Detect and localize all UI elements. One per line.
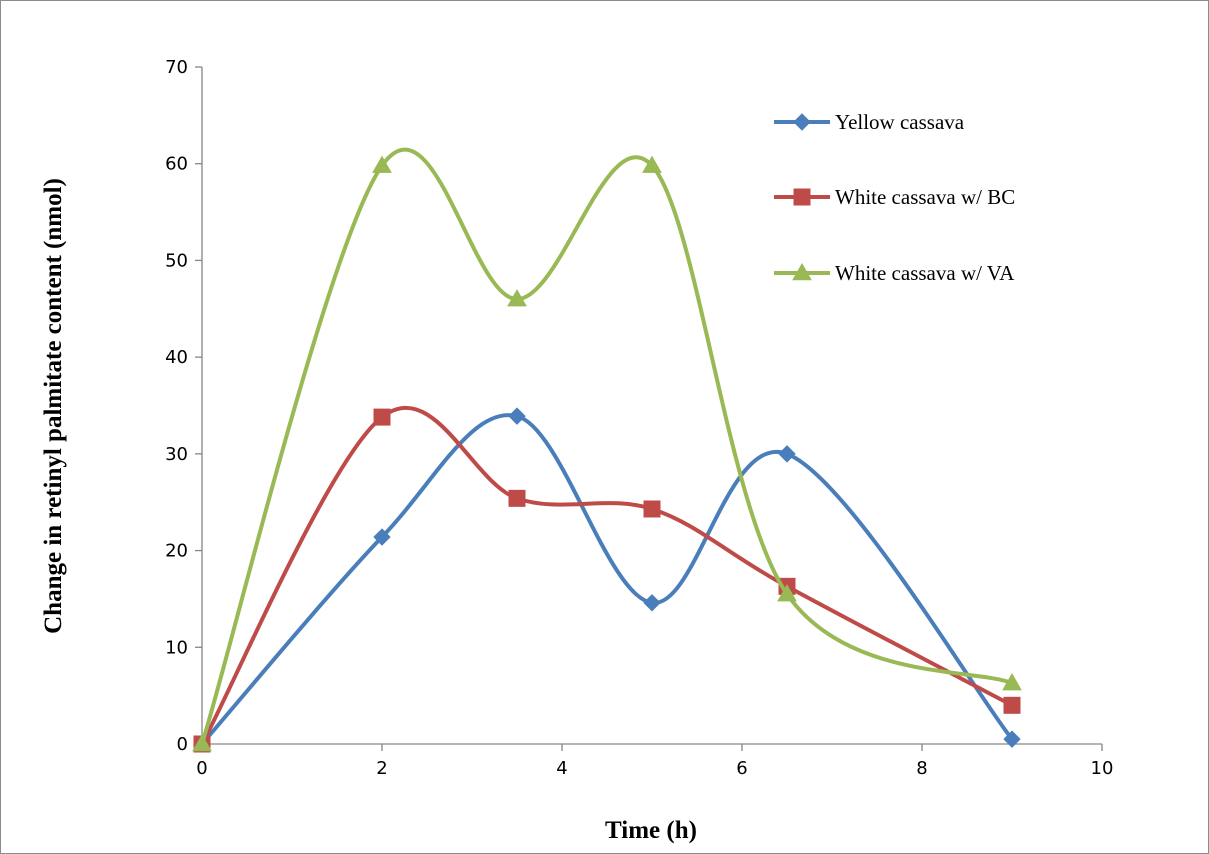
legend-marker <box>793 113 811 131</box>
data-point <box>1003 696 1021 714</box>
data-point <box>508 407 526 425</box>
data-point <box>1002 673 1022 691</box>
y-tick-label: 20 <box>165 541 188 562</box>
legend-item: White cassava w/ BC <box>774 185 1015 209</box>
y-tick-label: 50 <box>165 250 188 271</box>
x-tick-label: 8 <box>916 758 927 779</box>
legend-label: White cassava w/ VA <box>835 261 1015 285</box>
y-tick-label: 70 <box>165 57 188 78</box>
y-axis-title: Change in retinyl palmitate content (nmo… <box>40 178 67 634</box>
series-line <box>200 147 1014 746</box>
y-tick-label: 0 <box>177 734 188 755</box>
axes: 0 10 20 30 40 50 60 70 0 2 4 6 8 10 <box>165 57 1113 779</box>
x-axis-title: Time (h) <box>605 817 697 844</box>
series-white-cassava-w-va <box>192 147 1022 752</box>
legend-item: White cassava w/ VA <box>774 261 1015 285</box>
legend-label: White cassava w/ BC <box>835 185 1015 209</box>
legend-marker <box>793 188 811 206</box>
data-point <box>508 489 526 507</box>
data-point <box>643 594 661 612</box>
data-point <box>372 155 392 173</box>
series-line <box>200 413 1014 746</box>
x-tick-label: 0 <box>196 758 207 779</box>
x-tick-label: 2 <box>376 758 387 779</box>
y-tick-label: 10 <box>165 637 188 658</box>
data-point <box>373 408 391 426</box>
series-line <box>200 406 1014 746</box>
x-tick-label: 6 <box>736 758 747 779</box>
data-point <box>642 155 662 173</box>
y-tick-label: 40 <box>165 347 188 368</box>
legend: Yellow cassava White cassava w/ BC White c… <box>774 110 1015 285</box>
legend-item: Yellow cassava <box>774 110 965 134</box>
data-point <box>373 528 391 546</box>
y-tick-label: 60 <box>165 154 188 175</box>
x-tick-label: 10 <box>1091 758 1114 779</box>
y-tick-label: 30 <box>165 444 188 465</box>
data-point <box>507 289 527 307</box>
data-point <box>1003 730 1021 748</box>
plot-area <box>192 147 1022 753</box>
data-point <box>778 445 796 463</box>
series-yellow-cassava <box>193 407 1021 753</box>
series-white-cassava-w-bc <box>193 406 1021 753</box>
data-point <box>643 500 661 518</box>
legend-marker <box>792 262 812 281</box>
data-point <box>192 733 212 752</box>
data-point <box>777 584 797 602</box>
x-tick-label: 4 <box>556 758 567 779</box>
legend-label: Yellow cassava <box>835 110 965 134</box>
